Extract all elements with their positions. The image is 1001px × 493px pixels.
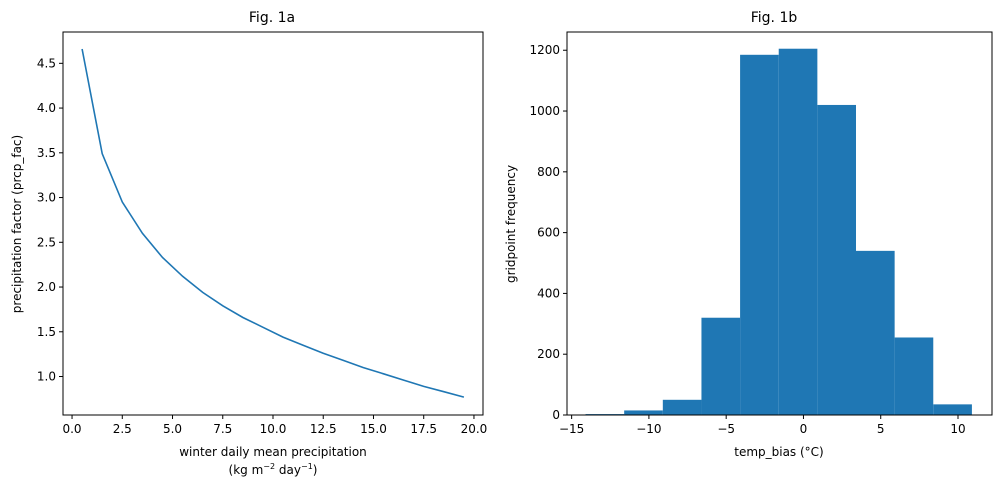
histogram-bar [933, 404, 972, 415]
histogram-bar [740, 54, 779, 416]
y-tick-label: 3.5 [37, 146, 56, 160]
y-tick-label: 800 [537, 165, 560, 179]
x-tick-label: 20.0 [461, 422, 488, 436]
histogram-bar [624, 410, 663, 415]
x-tick-label: −10 [636, 422, 661, 436]
y-tick-label: 600 [537, 226, 560, 240]
x-tick-label: 15.0 [360, 422, 387, 436]
chart-title-1b: Fig. 1b [751, 10, 798, 26]
x-tick-label: 0.0 [62, 422, 81, 436]
line-series-1a [81, 48, 465, 398]
y-tick-label: 1.5 [37, 325, 56, 339]
x-axis-1b: −15 −10 −5 0 5 10 [559, 415, 966, 436]
x-tick-label: 5.0 [163, 422, 182, 436]
axes-frame-1a [62, 31, 484, 416]
histogram-bar [817, 104, 856, 415]
x-tick-label: −5 [717, 422, 735, 436]
y-axis-label-1b: gridpoint frequency [504, 165, 518, 283]
x-label-middle: day [275, 463, 301, 477]
y-tick-label: 2.5 [37, 235, 56, 249]
y-tick-label: 400 [537, 286, 560, 300]
y-axis-label-1a: precipitation factor (prcp_fac) [10, 135, 24, 313]
histogram-bar [778, 48, 818, 415]
x-tick-label: 7.5 [213, 422, 232, 436]
panel-fig-1a: Fig. 1a 0.0 2.5 5.0 7.5 10.0 12.5 15.0 17.5 20.0… [10, 10, 487, 477]
x-label-suffix: ) [313, 463, 318, 477]
x-axis-label-1a-line2: (kg m−2 day−1) [229, 462, 318, 477]
y-tick-label: 4.0 [37, 101, 56, 115]
x-axis-label-1a-line1: winter daily mean precipitation [179, 445, 367, 459]
x-tick-label: 17.5 [410, 422, 437, 436]
y-tick-label: 1.0 [37, 370, 56, 384]
y-tick-label: 1200 [529, 43, 560, 57]
axes-frame-1b [566, 31, 993, 416]
x-tick-label: 12.5 [310, 422, 337, 436]
x-tick-label: 10 [950, 422, 965, 436]
x-tick-label: 2.5 [113, 422, 132, 436]
histogram-bars-1b [585, 48, 972, 416]
panel-fig-1b: Fig. 1b −15 −10 −5 0 5 10 0 200 400 600 800 1000 12… [504, 10, 993, 459]
y-tick-label: 3.0 [37, 191, 56, 205]
chart-title-1a: Fig. 1a [249, 10, 295, 26]
y-axis-1a: 1.0 1.5 2.0 2.5 3.0 3.5 4.0 4.5 [37, 56, 63, 384]
x-label-exp1: −2 [263, 462, 275, 471]
histogram-bar [856, 250, 895, 415]
y-axis-1b: 0 200 400 600 800 1000 1200 [529, 43, 567, 422]
x-tick-label: −15 [559, 422, 584, 436]
x-axis-1a: 0.0 2.5 5.0 7.5 10.0 12.5 15.0 17.5 20.0 [62, 415, 487, 436]
histogram-bar [894, 337, 934, 415]
histogram-bar [662, 399, 702, 415]
x-axis-label-1b: temp_bias (°C) [734, 445, 824, 459]
y-tick-label: 2.0 [37, 280, 56, 294]
x-tick-label: 5 [877, 422, 885, 436]
y-tick-label: 200 [537, 347, 560, 361]
y-tick-label: 0 [552, 408, 560, 422]
x-label-exp2: −1 [301, 462, 313, 471]
x-tick-label: 0 [800, 422, 808, 436]
x-label-prefix: (kg m [229, 463, 264, 477]
y-tick-label: 4.5 [37, 56, 56, 70]
y-tick-label: 1000 [529, 104, 560, 118]
x-tick-label: 10.0 [260, 422, 287, 436]
histogram-bar [701, 317, 741, 415]
